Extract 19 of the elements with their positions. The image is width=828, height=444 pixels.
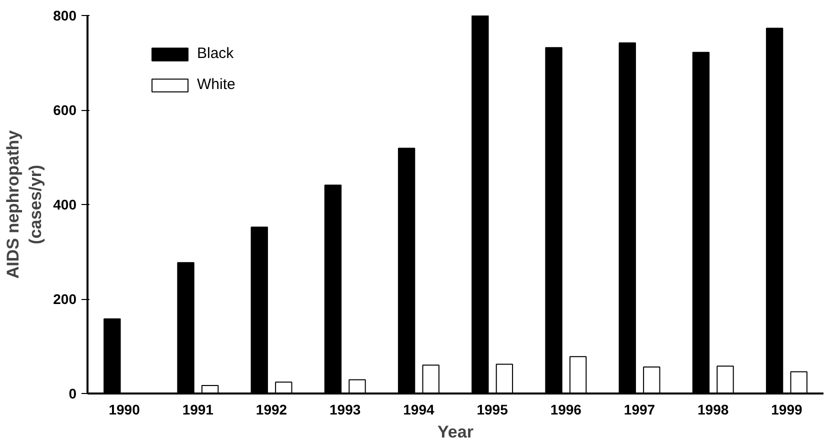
y-tick-label: 0 (68, 386, 77, 402)
x-tick-label: 1995 (476, 402, 508, 418)
x-tick-label: 1990 (108, 402, 140, 418)
x-axis-title: Year (438, 422, 474, 442)
y-tick-label: 400 (53, 196, 77, 212)
x-tick-label: 1991 (182, 402, 214, 418)
x-tick-label: 1993 (330, 402, 361, 418)
x-tick-label: 1999 (771, 402, 802, 418)
x-tick-label: 1994 (403, 402, 434, 418)
y-tick-label: 200 (53, 291, 77, 307)
x-tick-label: 1998 (698, 402, 729, 418)
x-tick-label: 1997 (624, 402, 656, 418)
y-tick-label: 600 (53, 102, 77, 118)
x-tick-label: 1996 (550, 402, 582, 418)
x-tick-label: 1992 (256, 402, 288, 418)
legend-label: White (197, 76, 236, 93)
legend-label: Black (197, 45, 234, 62)
y-tick-label: 800 (53, 8, 77, 24)
y-axis-title: AIDS nephropathy (cases/yr) (3, 130, 46, 279)
